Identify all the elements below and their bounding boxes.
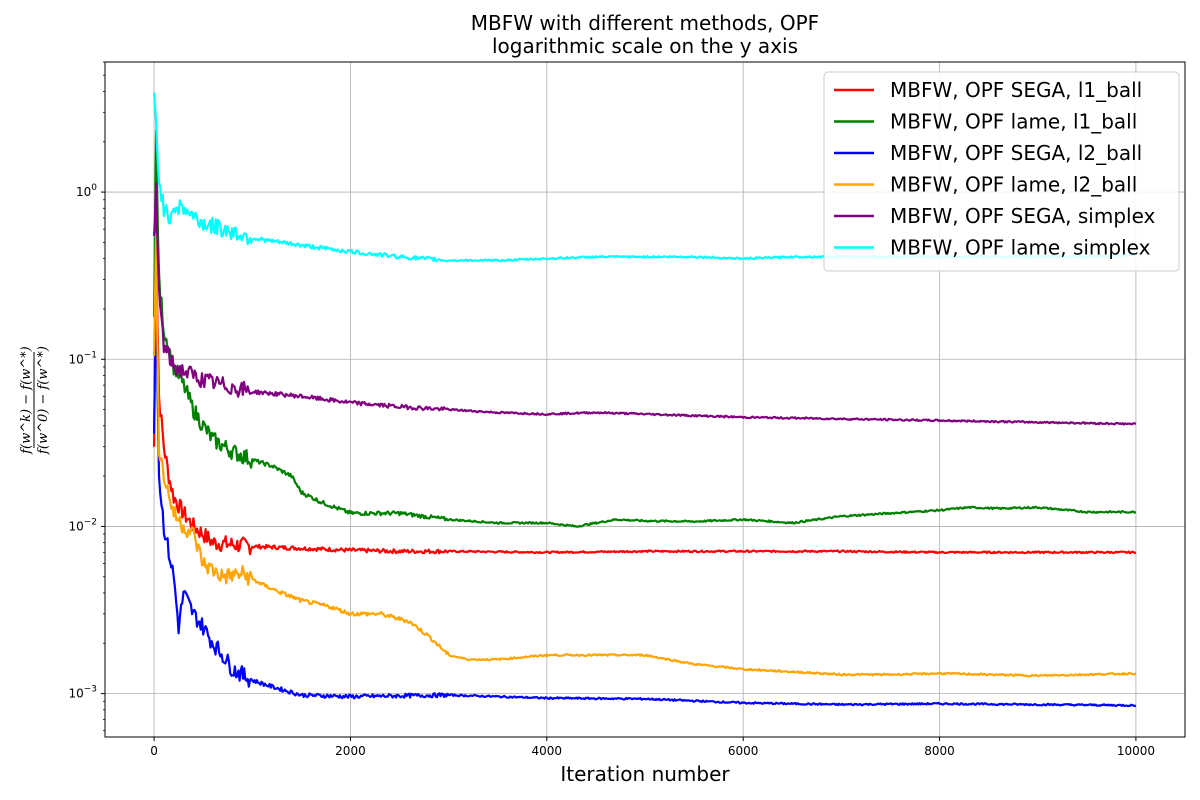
series-lines (153, 92, 1137, 708)
series-line-1 (153, 129, 1137, 528)
series-line-4 (153, 182, 1137, 426)
legend-entry: MBFW, OPF lame, l1_ball (890, 110, 1137, 134)
x-tick-label: 8000 (924, 744, 955, 758)
x-tick-label: 2000 (335, 744, 366, 758)
x-axis-label: Iteration number (560, 762, 730, 786)
y-axis-label-numerator: f(w^k) − f(w^*) (19, 346, 34, 455)
x-tick-label: 6000 (728, 744, 759, 758)
y-tick-label: 10−3 (68, 685, 97, 701)
y-axis-label: f(w^k) − f(w^*) f(w^0) − f(w^*) (19, 346, 51, 455)
legend-entry: MBFW, OPF SEGA, l2_ball (890, 141, 1142, 165)
legend-entry: MBFW, OPF lame, simplex (890, 236, 1151, 260)
y-axis: 10−3 10−2 10−1 100 (68, 61, 105, 732)
plot-frame (104, 61, 1186, 738)
legend: MBFW, OPF SEGA, l1_ball MBFW, OPF lame, l… (823, 71, 1180, 272)
y-tick-label: 10−2 (68, 517, 97, 533)
x-tick-label: 10000 (1117, 744, 1155, 758)
y-tick-label: 10−1 (68, 350, 97, 366)
series-line-3 (153, 233, 1137, 678)
x-tick-label: 0 (150, 744, 158, 758)
legend-entry: MBFW, OPF SEGA, simplex (890, 204, 1156, 228)
y-axis-label-denominator: f(w^0) − f(w^*) (36, 346, 51, 455)
x-tick-label: 4000 (532, 744, 563, 758)
x-axis: 0 2000 4000 6000 8000 10000 (150, 737, 1155, 758)
legend-entry: MBFW, OPF lame, l2_ball (890, 173, 1137, 197)
y-tick-label: 100 (76, 183, 97, 199)
series-line-2 (153, 279, 1137, 708)
series-line-0 (153, 247, 1137, 556)
legend-box (823, 71, 1180, 272)
chart-title: MBFW with different methods, OPF (471, 11, 819, 35)
chart-subtitle: logarithmic scale on the y axis (492, 34, 798, 58)
legend-entry: MBFW, OPF SEGA, l1_ball (890, 78, 1142, 102)
